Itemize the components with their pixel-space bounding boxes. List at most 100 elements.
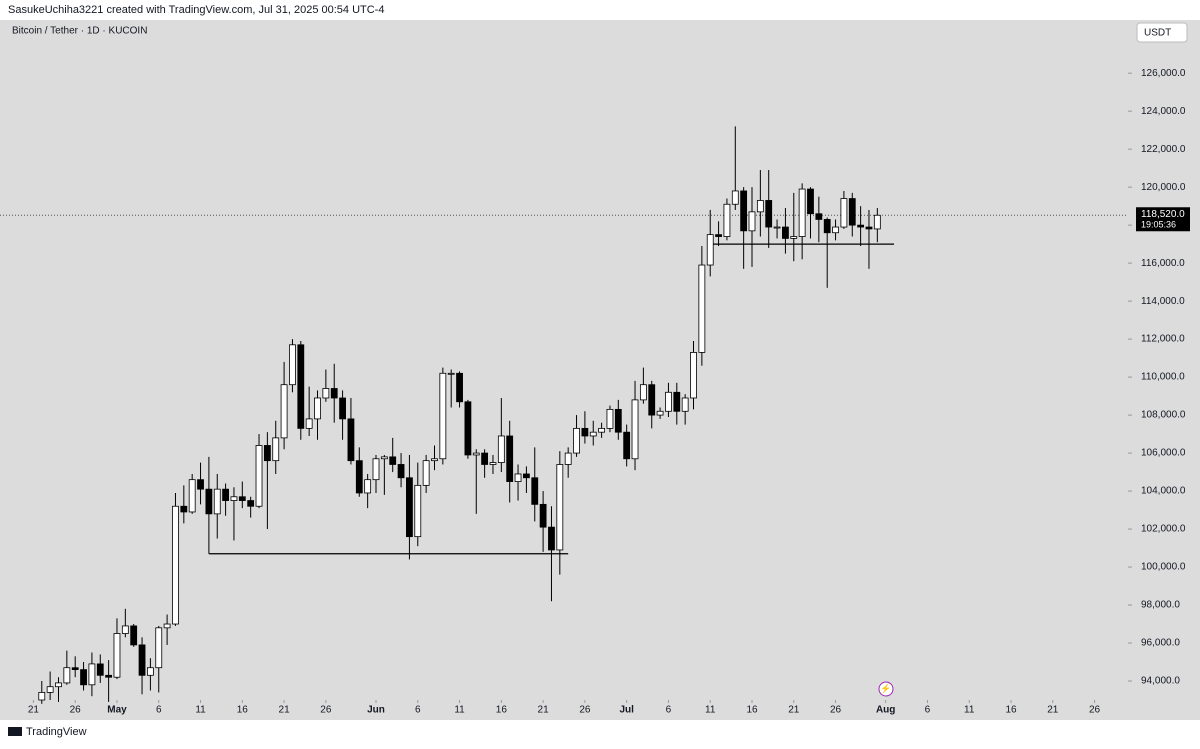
candle-body-up [422,460,430,486]
candle-body-up [314,397,321,420]
candle-body-up [790,236,798,239]
x-tick-label: 11 [195,705,206,716]
candle-body-up [564,452,572,465]
candle-body-up [364,479,372,494]
candle-body-down [857,224,865,228]
brand-logo [8,727,22,736]
x-tick-label: 16 [496,705,508,716]
candle-body-down [481,452,489,465]
candle-body-up [656,410,664,416]
candle-body-down [581,427,589,437]
last-price-box [1136,207,1190,232]
candle-body-up [322,388,330,399]
x-tick-label: 16 [237,705,249,716]
candle-body-up [556,464,564,551]
candle-body-up [372,458,380,481]
candle-body-down [397,464,405,479]
candle-body-up [414,484,422,538]
y-tick-label: 98,000.0 [1141,600,1180,611]
x-tick-label: 26 [320,705,332,716]
candle-body-up [447,372,455,375]
candle-body-up [88,663,96,686]
candle-body-up [773,226,781,229]
candle-body-down [673,391,681,412]
candle-body-up [698,264,706,353]
candle-body-up [497,435,505,463]
candle-body-down [238,496,246,501]
currency-label: USDT [1144,28,1171,39]
x-tick-label: Jun [367,705,385,716]
candle-body-up [380,456,388,460]
y-tick-label: 102,000.0 [1141,524,1186,535]
candle-body-up [606,408,614,429]
candle-body-up [113,633,121,678]
candle-body-down [815,213,823,220]
candle-body-up [305,418,313,429]
candle-body-up [213,488,221,515]
y-tick-label: 120,000.0 [1141,182,1186,193]
candle-body-down [823,219,831,234]
candle-body-down [464,401,472,456]
candle-body-down [105,674,113,678]
candle-body-up [832,226,839,234]
candle-body-down [782,226,789,239]
x-tick-label: 21 [28,705,40,716]
x-tick-label: 16 [746,705,758,716]
candle-body-up [681,397,689,412]
candle-body-down [80,669,87,686]
candle-body-down [347,418,355,462]
candle-body-down [406,477,413,538]
candle-body-down [180,505,188,513]
x-tick-label: May [107,705,127,716]
x-tick-label: 6 [666,705,672,716]
x-tick-label: 21 [538,705,550,716]
x-tick-label: 11 [964,705,975,716]
x-tick-label: 21 [279,705,291,716]
candle-body-down [130,625,138,646]
x-tick-label: 26 [830,705,842,716]
last-price-label: 118,520.0 [1141,209,1185,220]
candle-body-up [723,203,731,237]
y-tick-label: 96,000.0 [1141,638,1180,649]
candle-body-down [623,431,631,460]
candle-body-up [255,445,263,507]
candle-body-up [873,214,881,230]
candle-body-up [38,692,46,701]
y-tick-label: 112,000.0 [1141,334,1185,345]
candle-body-down [339,397,346,420]
candle-body-down [740,190,748,232]
x-tick-label: Aug [876,705,895,716]
y-tick-label: 108,000.0 [1141,410,1186,421]
x-tick-label: 11 [454,705,465,716]
candle-body-up [188,479,196,513]
symbol-title: Bitcoin / Tether · 1D · KUCOIN [12,26,147,37]
candle-body-up [289,344,296,386]
y-tick-label: 106,000.0 [1141,448,1186,459]
alert-icon[interactable] [878,681,894,697]
x-tick-label: 6 [156,705,162,716]
y-tick-label: 122,000.0 [1141,144,1186,155]
credit: SasukeUchiha3221 created with TradingVie… [8,4,384,16]
y-tick-label: 94,000.0 [1141,676,1180,687]
candle-body-up [121,625,129,634]
candle-body-down [848,198,856,226]
x-tick-label: 16 [1005,705,1017,716]
candle-body-down [539,503,547,528]
candle-body-down [205,488,213,515]
candle-body-up [840,198,848,228]
candle-body-up [46,686,54,693]
candle-body-down [263,445,271,462]
candle-body-up [573,427,580,454]
candle-body-up [55,682,62,688]
candle-body-down [222,488,230,501]
alert-icon-glyph: ⚡ [880,682,891,694]
candle-body-up [589,431,597,437]
currency-button[interactable] [1136,22,1188,43]
y-tick-label: 100,000.0 [1141,562,1186,573]
candle-body-up [748,211,756,232]
x-tick-label: 11 [705,705,716,716]
candle-body-down [456,372,463,403]
candle-body-up [230,496,238,501]
candle-body-down [197,479,204,490]
